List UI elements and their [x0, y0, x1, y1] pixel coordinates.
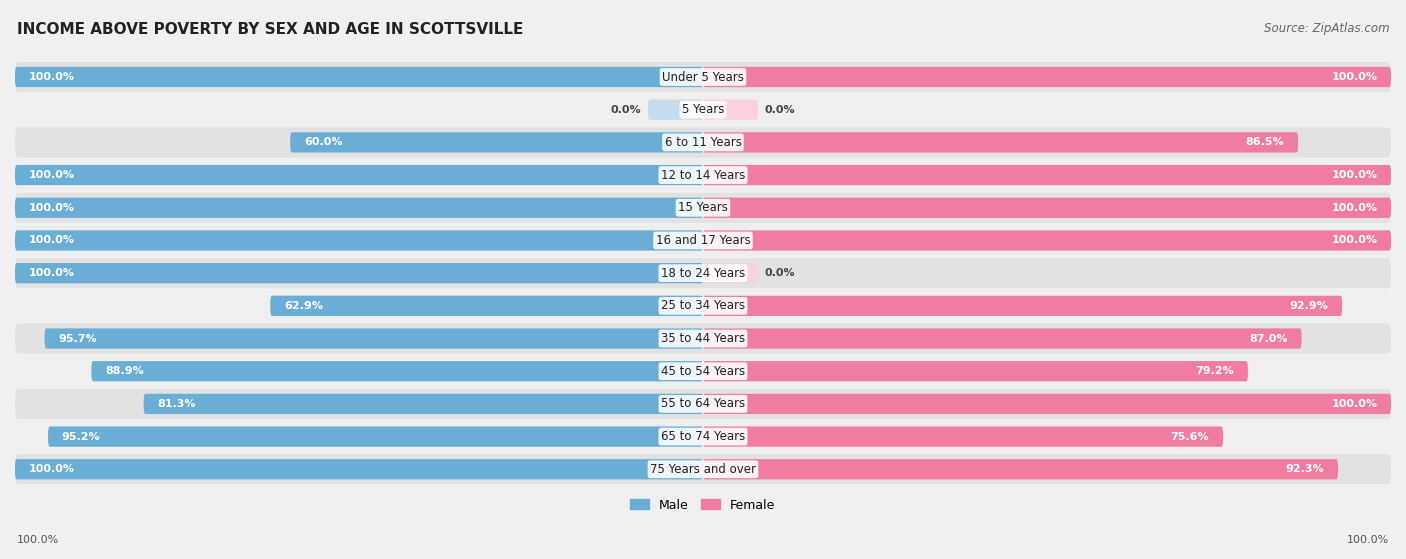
FancyBboxPatch shape [143, 394, 703, 414]
Text: 62.9%: 62.9% [284, 301, 323, 311]
Text: 100.0%: 100.0% [28, 235, 75, 245]
Text: 12 to 14 Years: 12 to 14 Years [661, 169, 745, 182]
FancyBboxPatch shape [15, 67, 703, 87]
Text: 100.0%: 100.0% [1331, 72, 1378, 82]
Text: 5 Years: 5 Years [682, 103, 724, 116]
FancyBboxPatch shape [270, 296, 703, 316]
FancyBboxPatch shape [15, 421, 1391, 452]
FancyBboxPatch shape [15, 356, 1391, 386]
Text: 100.0%: 100.0% [1331, 203, 1378, 213]
FancyBboxPatch shape [703, 165, 1391, 185]
FancyBboxPatch shape [15, 263, 703, 283]
Text: 81.3%: 81.3% [157, 399, 195, 409]
Text: 100.0%: 100.0% [1331, 235, 1378, 245]
FancyBboxPatch shape [15, 127, 1391, 158]
FancyBboxPatch shape [703, 132, 1298, 153]
Text: 92.3%: 92.3% [1285, 465, 1324, 474]
FancyBboxPatch shape [15, 230, 703, 250]
FancyBboxPatch shape [15, 165, 703, 185]
Text: 88.9%: 88.9% [105, 366, 143, 376]
Text: 100.0%: 100.0% [17, 535, 59, 545]
Text: 16 and 17 Years: 16 and 17 Years [655, 234, 751, 247]
FancyBboxPatch shape [703, 296, 1343, 316]
FancyBboxPatch shape [15, 160, 1391, 190]
FancyBboxPatch shape [15, 193, 1391, 223]
Text: 100.0%: 100.0% [1331, 170, 1378, 180]
Text: 79.2%: 79.2% [1195, 366, 1234, 376]
FancyBboxPatch shape [703, 100, 758, 120]
FancyBboxPatch shape [91, 361, 703, 381]
Text: 65 to 74 Years: 65 to 74 Years [661, 430, 745, 443]
FancyBboxPatch shape [15, 459, 703, 480]
Text: 0.0%: 0.0% [610, 105, 641, 115]
FancyBboxPatch shape [703, 230, 1391, 250]
Text: 95.2%: 95.2% [62, 432, 100, 442]
Text: 35 to 44 Years: 35 to 44 Years [661, 332, 745, 345]
Text: 100.0%: 100.0% [28, 170, 75, 180]
FancyBboxPatch shape [15, 225, 1391, 255]
FancyBboxPatch shape [703, 459, 1339, 480]
FancyBboxPatch shape [15, 94, 1391, 125]
FancyBboxPatch shape [15, 62, 1391, 92]
Text: 100.0%: 100.0% [28, 72, 75, 82]
Legend: Male, Female: Male, Female [626, 494, 780, 517]
FancyBboxPatch shape [15, 454, 1391, 484]
FancyBboxPatch shape [15, 389, 1391, 419]
Text: 92.9%: 92.9% [1289, 301, 1329, 311]
FancyBboxPatch shape [703, 394, 1391, 414]
FancyBboxPatch shape [15, 258, 1391, 288]
FancyBboxPatch shape [703, 198, 1391, 218]
Text: 55 to 64 Years: 55 to 64 Years [661, 397, 745, 410]
Text: Under 5 Years: Under 5 Years [662, 70, 744, 83]
Text: INCOME ABOVE POVERTY BY SEX AND AGE IN SCOTTSVILLE: INCOME ABOVE POVERTY BY SEX AND AGE IN S… [17, 22, 523, 37]
Text: 15 Years: 15 Years [678, 201, 728, 214]
FancyBboxPatch shape [48, 427, 703, 447]
Text: 25 to 34 Years: 25 to 34 Years [661, 299, 745, 312]
Text: 100.0%: 100.0% [1331, 399, 1378, 409]
Text: 87.0%: 87.0% [1250, 334, 1288, 344]
FancyBboxPatch shape [648, 100, 703, 120]
FancyBboxPatch shape [15, 324, 1391, 353]
Text: 6 to 11 Years: 6 to 11 Years [665, 136, 741, 149]
FancyBboxPatch shape [703, 328, 1302, 349]
FancyBboxPatch shape [15, 291, 1391, 321]
FancyBboxPatch shape [290, 132, 703, 153]
Text: 18 to 24 Years: 18 to 24 Years [661, 267, 745, 280]
Text: Source: ZipAtlas.com: Source: ZipAtlas.com [1264, 22, 1389, 35]
Text: 75 Years and over: 75 Years and over [650, 463, 756, 476]
FancyBboxPatch shape [703, 263, 758, 283]
Text: 60.0%: 60.0% [304, 138, 343, 148]
FancyBboxPatch shape [45, 328, 703, 349]
Text: 86.5%: 86.5% [1246, 138, 1284, 148]
Text: 100.0%: 100.0% [28, 203, 75, 213]
Text: 0.0%: 0.0% [765, 105, 796, 115]
Text: 95.7%: 95.7% [58, 334, 97, 344]
Text: 100.0%: 100.0% [28, 268, 75, 278]
FancyBboxPatch shape [15, 198, 703, 218]
FancyBboxPatch shape [703, 427, 1223, 447]
Text: 0.0%: 0.0% [765, 268, 796, 278]
FancyBboxPatch shape [703, 361, 1249, 381]
Text: 100.0%: 100.0% [1347, 535, 1389, 545]
Text: 75.6%: 75.6% [1171, 432, 1209, 442]
Text: 45 to 54 Years: 45 to 54 Years [661, 364, 745, 378]
Text: 100.0%: 100.0% [28, 465, 75, 474]
FancyBboxPatch shape [703, 67, 1391, 87]
